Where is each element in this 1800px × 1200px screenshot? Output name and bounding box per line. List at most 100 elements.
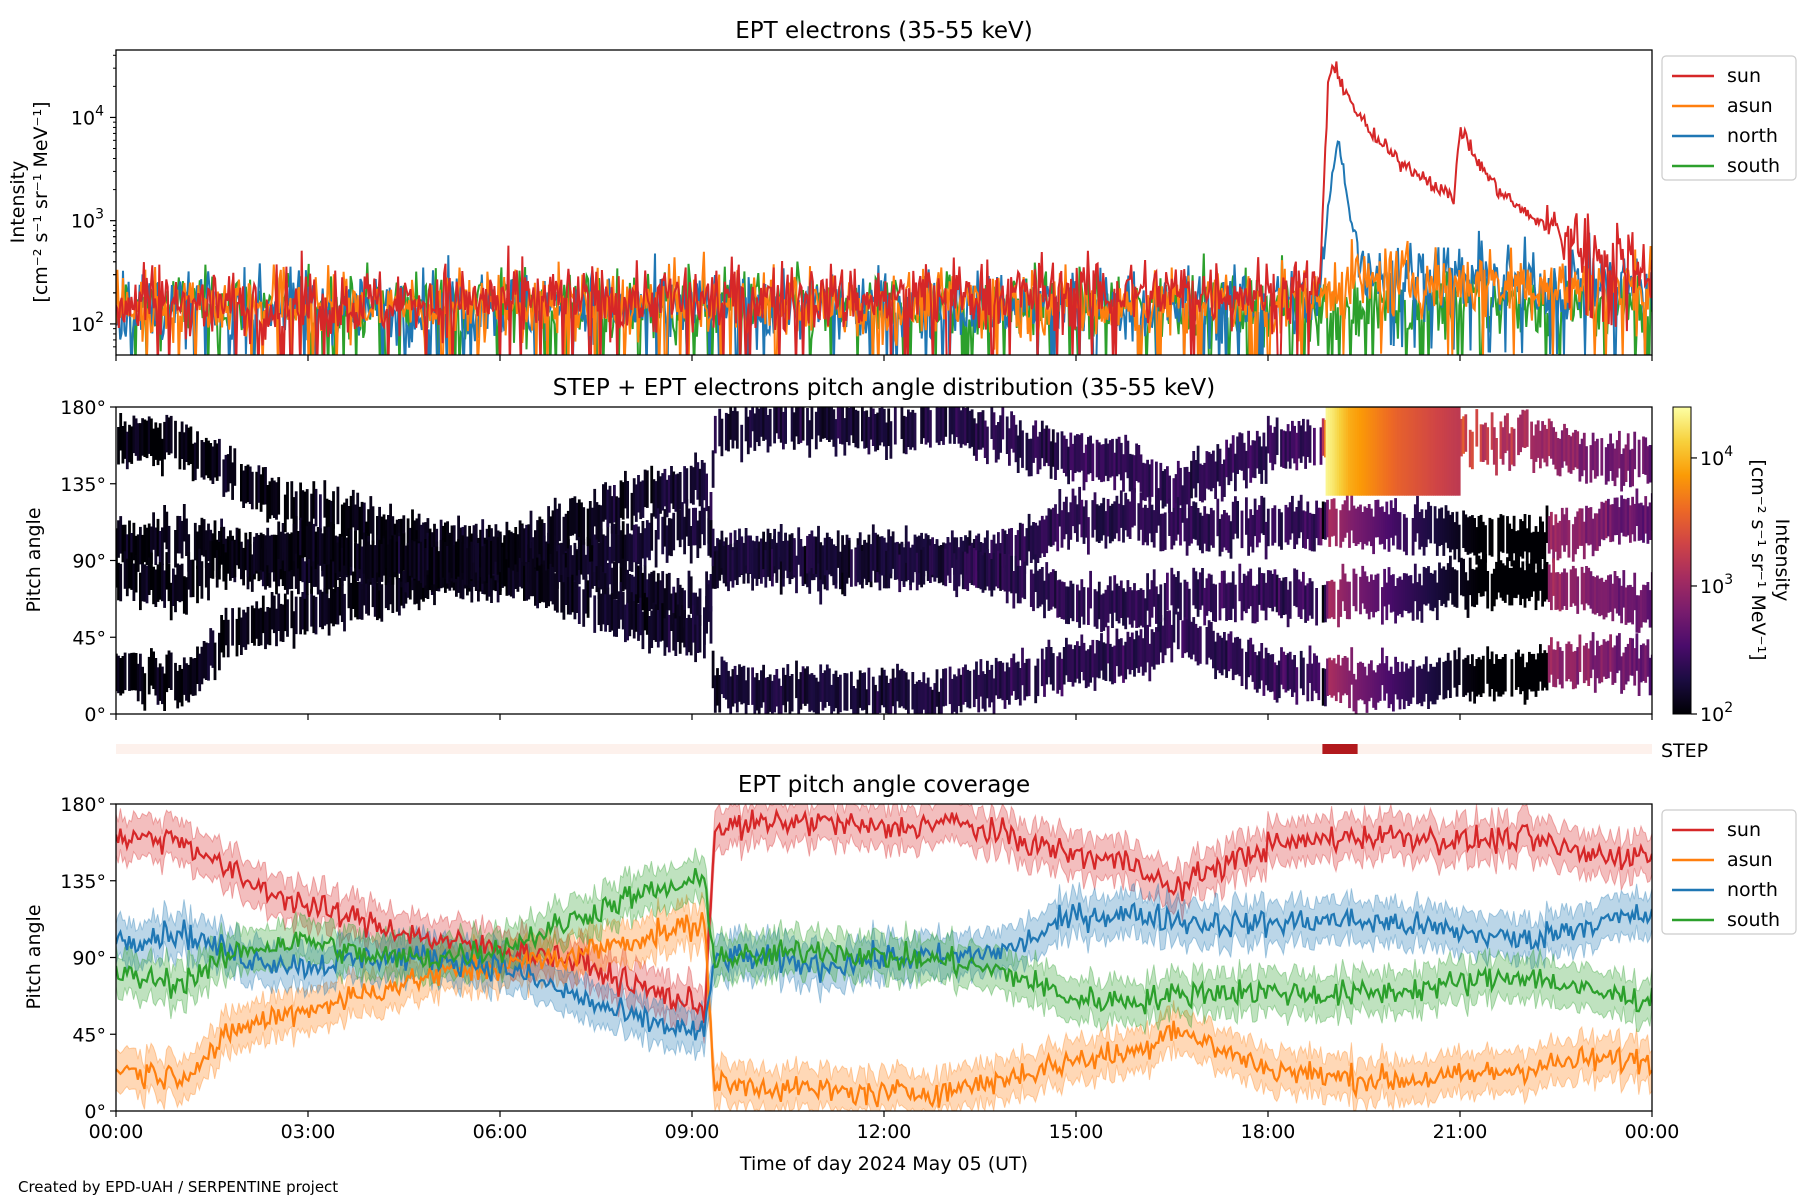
pad-cell xyxy=(878,675,882,713)
pad-cell xyxy=(801,666,805,704)
pad-cell xyxy=(128,551,131,589)
pad-cell xyxy=(310,556,313,594)
pad-cell xyxy=(580,537,583,575)
pad-cell xyxy=(1602,502,1606,541)
pad-cell xyxy=(413,520,417,558)
pad-cell xyxy=(147,416,151,454)
pad-cell xyxy=(329,552,333,590)
pad-cell xyxy=(944,548,948,587)
pad-cell xyxy=(1016,435,1020,473)
pad-cell xyxy=(518,549,522,587)
pad-cell xyxy=(915,552,919,591)
pad-step-cell xyxy=(1370,407,1374,496)
pad-cell xyxy=(867,416,871,455)
pad-cell xyxy=(1508,433,1512,471)
pad-cell xyxy=(356,492,360,531)
pad-cell xyxy=(1062,582,1066,620)
pad-cell xyxy=(362,502,366,541)
pad-cell xyxy=(1155,627,1158,665)
pad-cell xyxy=(373,545,377,583)
pad-cell xyxy=(523,528,526,566)
pad-cell xyxy=(619,530,623,568)
y-tick-label: 0° xyxy=(84,1101,106,1123)
pad-cell xyxy=(268,607,272,646)
pad-cell xyxy=(1025,658,1029,697)
pad-cell xyxy=(1255,584,1259,622)
pad-cell xyxy=(367,578,370,616)
pad-cell xyxy=(1593,577,1597,615)
pad-cell xyxy=(937,691,941,714)
pad-cell xyxy=(1242,442,1246,481)
pad-cell xyxy=(266,548,270,587)
x-tick-label: 09:00 xyxy=(665,1121,720,1143)
pad-cell xyxy=(889,421,893,459)
pad-cell xyxy=(1018,668,1022,706)
pad-cell xyxy=(1056,656,1060,694)
pad-cell xyxy=(329,586,333,624)
pad-cell xyxy=(1639,644,1643,683)
pad-cell xyxy=(545,541,548,579)
pad-cell xyxy=(240,464,243,502)
pad-cell xyxy=(1413,563,1417,602)
pad-cell xyxy=(1203,506,1207,544)
pad-cell xyxy=(1372,516,1375,555)
pad-cell xyxy=(1615,497,1619,535)
pad-cell xyxy=(1550,637,1553,675)
pad-cell xyxy=(1431,573,1435,612)
pad-cell xyxy=(1122,645,1125,683)
legend-label-sun: sun xyxy=(1727,65,1761,87)
pad-cell xyxy=(1185,581,1189,620)
pad-cell xyxy=(215,443,219,481)
pad-cell xyxy=(735,411,739,449)
pad-cell xyxy=(1313,427,1316,466)
pad-cell xyxy=(430,547,434,585)
pad-cell xyxy=(459,561,463,599)
pad-cell xyxy=(1326,499,1329,538)
pad-cell xyxy=(237,528,241,567)
pad-cell xyxy=(1284,655,1288,693)
pad-step-cell xyxy=(1352,407,1356,496)
pad-cell xyxy=(395,541,399,580)
pad-cell xyxy=(1374,574,1378,613)
pad-cell xyxy=(834,419,838,457)
pad-cell xyxy=(755,407,759,442)
pad-cell xyxy=(226,454,230,492)
legend-label-south: south xyxy=(1727,909,1780,931)
pad-cell xyxy=(167,650,171,688)
pad-cell xyxy=(354,530,357,569)
pad-cell xyxy=(297,556,300,595)
pad-cell xyxy=(1003,530,1007,568)
pad-cell xyxy=(1613,448,1617,487)
pad-cell xyxy=(900,407,904,439)
x-tick-label: 06:00 xyxy=(473,1121,528,1143)
pad-cell xyxy=(1604,447,1608,485)
pad-cell xyxy=(1113,575,1117,613)
pad-cell xyxy=(1607,498,1610,537)
pad-cell xyxy=(1576,647,1580,685)
pad-cell xyxy=(116,528,118,566)
pad-cell xyxy=(1350,493,1354,531)
pad-cell xyxy=(1201,464,1204,503)
pad-cell xyxy=(1479,659,1483,697)
pad-cell xyxy=(955,676,959,714)
pad-cell xyxy=(264,611,267,650)
pad-cell xyxy=(937,545,941,584)
pad-cell xyxy=(1097,505,1101,543)
pad-cell xyxy=(150,526,153,564)
pad-cell xyxy=(1299,494,1303,533)
pad-cell xyxy=(1543,532,1547,570)
pad-cell xyxy=(185,663,188,701)
pad-cell xyxy=(1102,593,1106,631)
pad-cell xyxy=(167,563,171,602)
pad-cell xyxy=(211,541,215,579)
pad-cell xyxy=(1231,571,1235,609)
pad-cell xyxy=(588,501,592,539)
pad-cell xyxy=(1304,511,1307,549)
pad-cell xyxy=(1372,579,1375,618)
pad-cell xyxy=(365,546,368,584)
pad-cell xyxy=(1253,652,1257,690)
pad-cell xyxy=(1631,586,1634,625)
pad-cell xyxy=(176,515,180,554)
pad-cell xyxy=(389,566,392,605)
pad-cell xyxy=(334,586,338,625)
